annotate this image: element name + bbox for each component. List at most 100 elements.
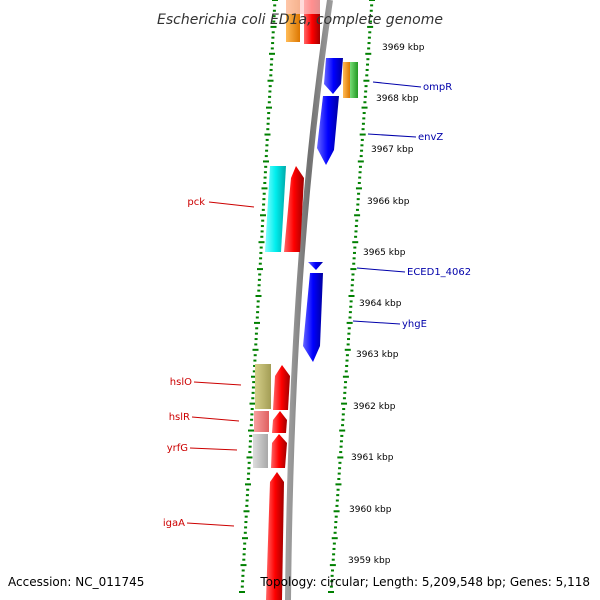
tick-mark [365, 52, 372, 55]
tick-mark [364, 90, 368, 93]
tick-mark [366, 58, 370, 61]
tick-mark [260, 225, 264, 228]
tick-mark [265, 144, 269, 147]
gene-label-ompR: ompR [423, 82, 452, 93]
tick-mark [266, 122, 270, 125]
kbp-label: 3959 kbp [348, 556, 391, 566]
tick-mark [254, 332, 258, 335]
feature-pck-cyan [265, 166, 286, 252]
tick-mark [265, 138, 269, 141]
tick-mark [242, 547, 246, 550]
gene-label-ECED1_4062: ECED1_4062 [407, 267, 471, 278]
tick-mark [266, 128, 270, 131]
tick-mark [329, 564, 336, 567]
kbp-label: 3968 kbp [376, 94, 419, 104]
tick-mark [254, 343, 258, 346]
tick-mark [339, 429, 346, 432]
feature-hslO [273, 365, 290, 410]
tick-mark [336, 488, 340, 491]
tick-mark [352, 251, 356, 254]
tick-mark [266, 117, 270, 120]
tick-mark [263, 171, 267, 174]
gene-label-pck: pck [187, 197, 205, 208]
tick-mark [269, 74, 273, 77]
tick-mark [331, 558, 335, 561]
tick-mark [367, 42, 371, 45]
tick-mark [344, 381, 348, 384]
tick-mark [257, 284, 261, 287]
tick-mark [342, 397, 346, 400]
tick-mark [354, 214, 361, 217]
tick-mark [337, 477, 341, 480]
tick-mark [367, 47, 371, 50]
tick-mark [358, 171, 362, 174]
tick-mark [359, 133, 366, 136]
feature-hslR-pink [254, 411, 269, 432]
tick-mark [271, 36, 275, 39]
tick-mark [328, 591, 334, 593]
tick-mark [242, 558, 246, 561]
tick-mark [267, 101, 271, 104]
tick-mark [353, 246, 357, 249]
kbp-label: 3965 kbp [363, 248, 406, 258]
kbp-label: 3969 kbp [382, 43, 425, 53]
tick-mark [253, 359, 257, 362]
tick-mark [245, 504, 249, 507]
feature-pck [284, 166, 304, 252]
gene-label-leader [352, 320, 401, 325]
tick-mark [351, 273, 355, 276]
tick-mark [241, 580, 245, 583]
tick-mark [343, 391, 347, 394]
tick-mark [341, 413, 345, 416]
tick-mark [256, 305, 260, 308]
tick-mark [333, 531, 337, 534]
tick-mark [341, 424, 345, 427]
tick-mark [348, 295, 355, 297]
feature-igaA [266, 472, 284, 600]
gene-label-hslR: hslR [169, 412, 190, 423]
feature-yhgE [303, 273, 323, 362]
tick-mark [243, 542, 247, 545]
gene-label-leader [193, 381, 242, 386]
gene-label-yrfG: yrfG [167, 443, 188, 454]
gene-label-envZ: envZ [418, 132, 443, 143]
tick-mark [329, 585, 333, 588]
tick-mark [352, 241, 359, 244]
tick-mark [247, 467, 251, 470]
tick-mark [270, 25, 277, 28]
tick-mark [245, 499, 249, 502]
tick-mark [359, 155, 363, 158]
tick-mark [272, 15, 276, 18]
tick-mark [363, 101, 367, 104]
genome-backbone [285, 0, 333, 600]
tick-mark [343, 386, 347, 389]
gene-label-leader [191, 416, 240, 422]
feature-hslR [272, 411, 287, 433]
tick-mark [348, 316, 352, 319]
tick-mark [254, 321, 260, 324]
tick-mark [349, 305, 353, 308]
tick-mark [369, 9, 373, 12]
tick-mark [357, 181, 361, 184]
tick-mark [249, 402, 256, 405]
tick-mark [259, 246, 263, 249]
tick-mark [254, 338, 258, 341]
tick-mark [253, 354, 257, 357]
tick-mark [250, 408, 254, 411]
tick-mark [369, 15, 373, 18]
tick-mark [335, 483, 342, 486]
tick-mark [251, 375, 257, 378]
tick-mark [245, 494, 249, 497]
tick-mark [269, 68, 273, 71]
tick-mark [240, 585, 244, 588]
tick-mark [345, 354, 349, 357]
tick-mark [363, 79, 370, 82]
tick-mark [239, 591, 245, 593]
feature-ompR [324, 58, 343, 94]
tick-mark [264, 133, 271, 136]
tick-mark [269, 52, 275, 55]
tick-mark [337, 456, 344, 459]
tick-mark [258, 262, 262, 265]
tick-mark [242, 537, 248, 540]
feature-pink-top [286, 0, 320, 14]
